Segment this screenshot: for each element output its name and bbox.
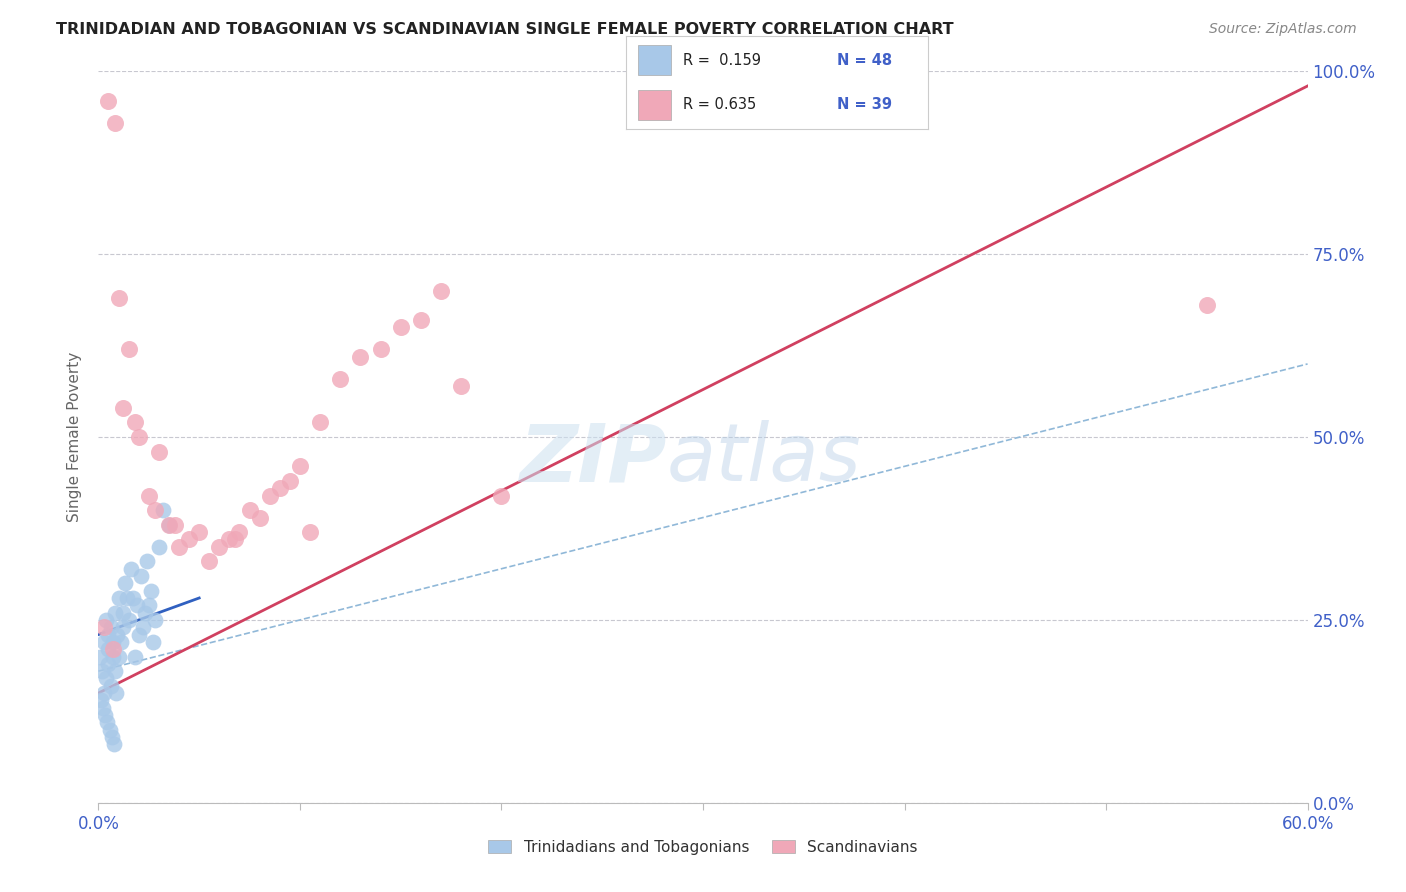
Point (93, 686, 115, 700)
Point (91, 664, 114, 678)
Point (278, 474, 301, 488)
FancyBboxPatch shape (638, 45, 671, 75)
Point (103, 737, 125, 751)
Text: Source: ZipAtlas.com: Source: ZipAtlas.com (1209, 22, 1357, 37)
Point (128, 627, 150, 641)
Text: R = 0.635: R = 0.635 (683, 97, 756, 112)
Point (100, 620, 122, 634)
Point (111, 401, 134, 415)
Point (309, 416, 332, 430)
Point (135, 554, 157, 568)
Point (157, 517, 180, 532)
Text: atlas: atlas (666, 420, 862, 498)
Point (139, 583, 162, 598)
Point (228, 525, 250, 540)
Point (329, 371, 352, 385)
Point (89, 649, 111, 664)
Point (138, 489, 160, 503)
Point (105, 627, 128, 641)
Point (103, 606, 125, 620)
Point (224, 533, 246, 547)
Point (94, 708, 117, 723)
Point (409, 313, 432, 327)
Point (96, 715, 118, 730)
Point (142, 635, 165, 649)
Point (93, 620, 115, 634)
Point (114, 576, 136, 591)
Point (143, 613, 166, 627)
Point (90, 693, 112, 707)
Point (134, 606, 156, 620)
Point (259, 489, 281, 503)
Point (101, 649, 124, 664)
Text: N = 48: N = 48 (838, 53, 893, 68)
Point (111, 620, 134, 634)
Point (491, 489, 513, 503)
Point (121, 591, 143, 605)
Point (104, 686, 127, 700)
Point (97, 642, 120, 657)
Point (370, 343, 392, 357)
Point (218, 533, 240, 547)
Point (110, 635, 132, 649)
Point (97, 94, 120, 108)
Point (124, 649, 146, 664)
Point (100, 730, 122, 744)
Point (167, 540, 190, 554)
Point (179, 533, 201, 547)
Point (93, 700, 115, 714)
Point (111, 606, 134, 620)
Point (152, 503, 174, 517)
Point (101, 642, 124, 657)
Point (96, 613, 118, 627)
Point (389, 320, 412, 334)
Point (143, 503, 166, 517)
Point (118, 343, 141, 357)
Point (103, 664, 125, 678)
Point (188, 525, 211, 540)
Point (163, 517, 186, 532)
Point (299, 525, 322, 540)
Y-axis label: Single Female Poverty: Single Female Poverty (67, 352, 83, 522)
Point (208, 540, 231, 554)
Point (450, 379, 472, 393)
Point (93, 635, 115, 649)
Legend: Trinidadians and Tobagonians, Scandinavians: Trinidadians and Tobagonians, Scandinavi… (482, 834, 924, 861)
Point (115, 591, 138, 605)
FancyBboxPatch shape (638, 90, 671, 120)
Point (128, 430, 150, 444)
Point (1195, 298, 1218, 312)
Point (148, 444, 170, 458)
Point (97, 657, 120, 671)
Point (97, 627, 120, 641)
Point (269, 481, 291, 495)
Point (148, 540, 170, 554)
Point (98, 723, 121, 737)
Point (288, 459, 311, 474)
Point (120, 562, 142, 576)
Point (100, 679, 122, 693)
Point (157, 517, 180, 532)
Point (125, 599, 148, 613)
Point (107, 291, 129, 305)
Text: R =  0.159: R = 0.159 (683, 53, 761, 68)
Point (101, 635, 124, 649)
Text: N = 39: N = 39 (838, 97, 893, 112)
Point (107, 591, 129, 605)
Point (239, 503, 262, 517)
Point (138, 599, 160, 613)
Point (107, 649, 129, 664)
Point (96, 672, 118, 686)
Point (249, 510, 271, 524)
Point (129, 569, 152, 583)
Point (349, 350, 371, 364)
Point (118, 613, 141, 627)
Point (124, 416, 146, 430)
Point (198, 554, 221, 568)
Point (103, 115, 125, 129)
Point (132, 620, 155, 634)
Text: ZIP: ZIP (519, 420, 666, 498)
Text: TRINIDADIAN AND TOBAGONIAN VS SCANDINAVIAN SINGLE FEMALE POVERTY CORRELATION CHA: TRINIDADIAN AND TOBAGONIAN VS SCANDINAVI… (56, 22, 953, 37)
Point (430, 284, 453, 298)
